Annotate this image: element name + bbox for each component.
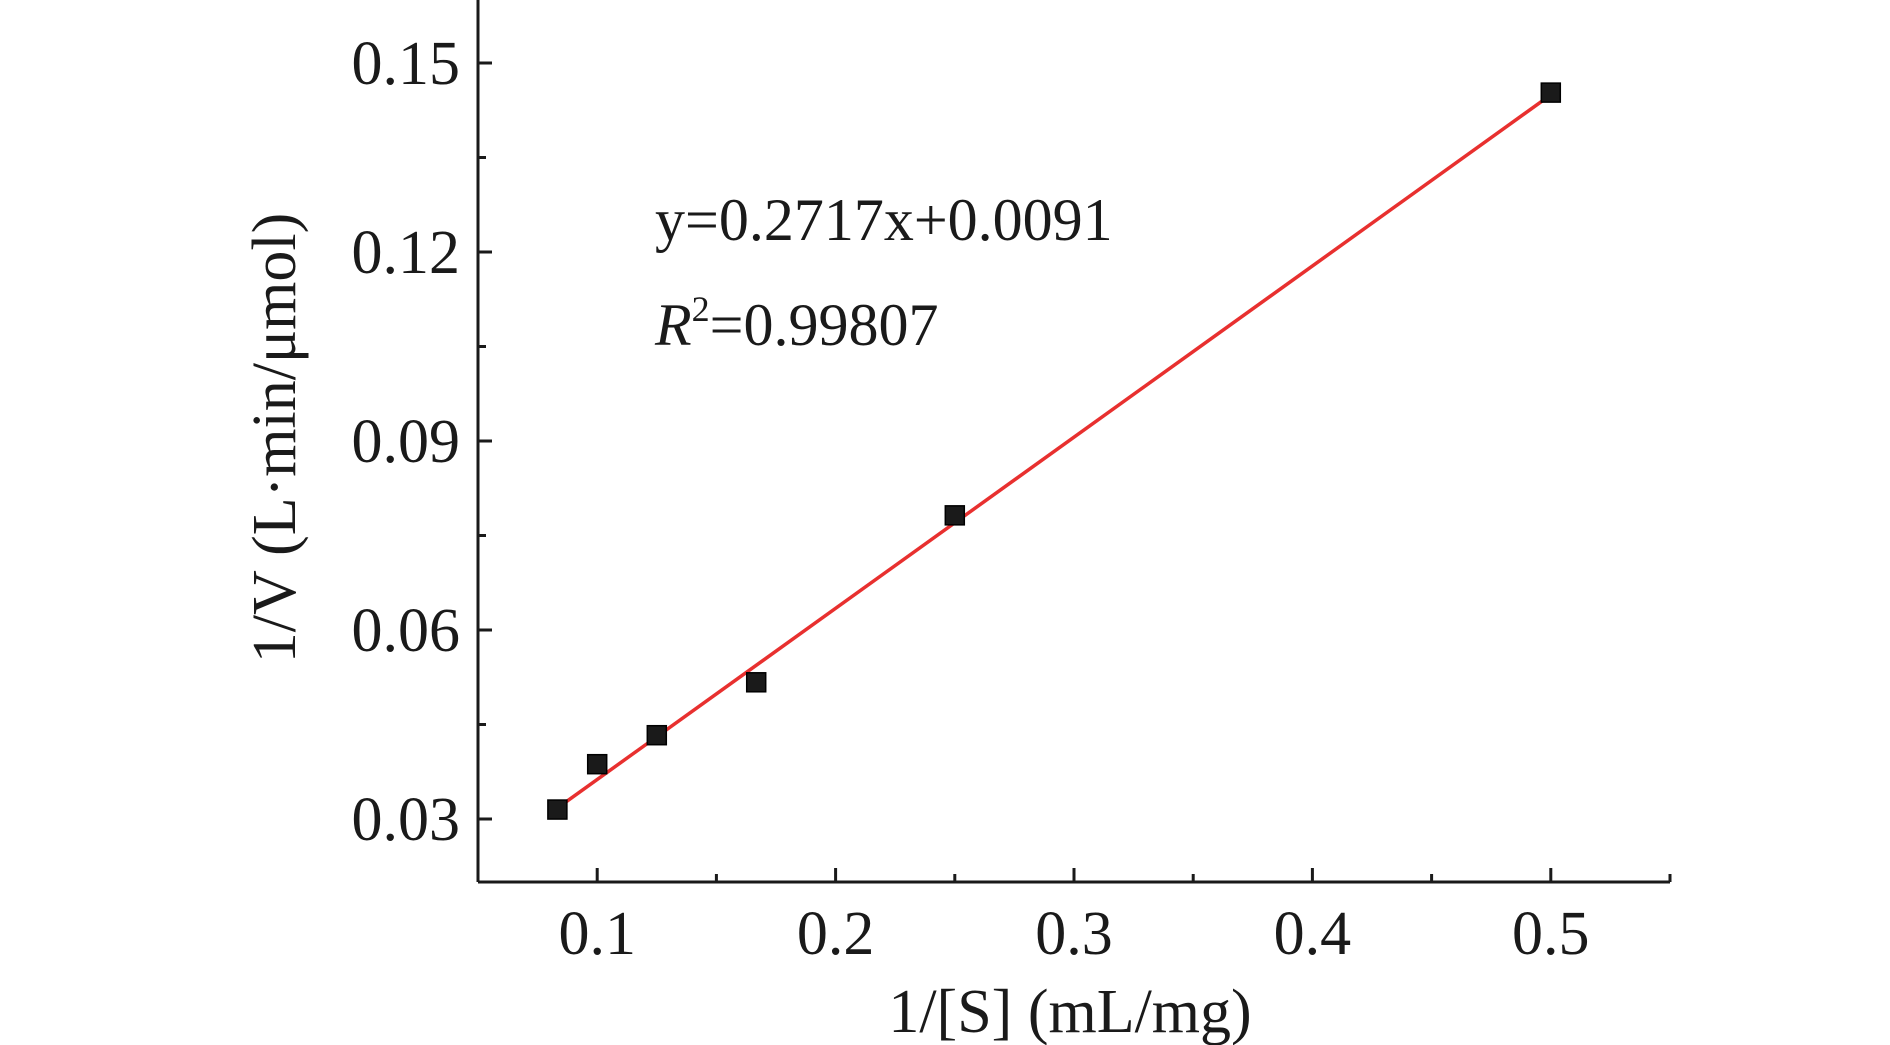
r2-letter: R xyxy=(654,292,692,358)
y-tick-label: 0.09 xyxy=(352,408,461,476)
r2-value: =0.99807 xyxy=(710,292,939,358)
axes xyxy=(476,0,1672,884)
data-point xyxy=(586,753,608,775)
x-axis-label: 1/[S] (mL/mg) xyxy=(888,978,1251,1045)
r-squared-annotation: R2=0.99807 xyxy=(654,289,939,358)
fit-equation: y=0.2717x+0.0091 xyxy=(655,187,1113,253)
x-tick-label: 0.1 xyxy=(558,900,636,968)
fit-line-group xyxy=(556,93,1552,810)
y-axis-label: 1/V (L·min/μmol) xyxy=(241,213,309,664)
data-point xyxy=(547,799,568,820)
data-point xyxy=(745,672,767,693)
y-tick-label: 0.03 xyxy=(352,786,461,854)
data-point xyxy=(646,724,668,746)
y-tick-label: 0.15 xyxy=(352,30,461,98)
x-tick-label: 0.4 xyxy=(1274,900,1352,968)
tick-labels: 0.1 0.2 0.3 0.4 0.5 0.03 0.06 0.09 0.12 0.15 xyxy=(352,30,1590,968)
x-tick-label: 0.3 xyxy=(1035,900,1113,968)
r2-superscript: 2 xyxy=(692,289,710,329)
data-points xyxy=(547,82,1562,820)
x-tick-label: 0.5 xyxy=(1512,900,1590,968)
y-tick-label: 0.12 xyxy=(352,219,461,287)
x-tick-label: 0.2 xyxy=(797,900,875,968)
y-tick-label: 0.06 xyxy=(352,597,461,665)
fit-line xyxy=(556,93,1552,810)
data-point xyxy=(1540,82,1562,103)
data-point xyxy=(944,505,966,526)
